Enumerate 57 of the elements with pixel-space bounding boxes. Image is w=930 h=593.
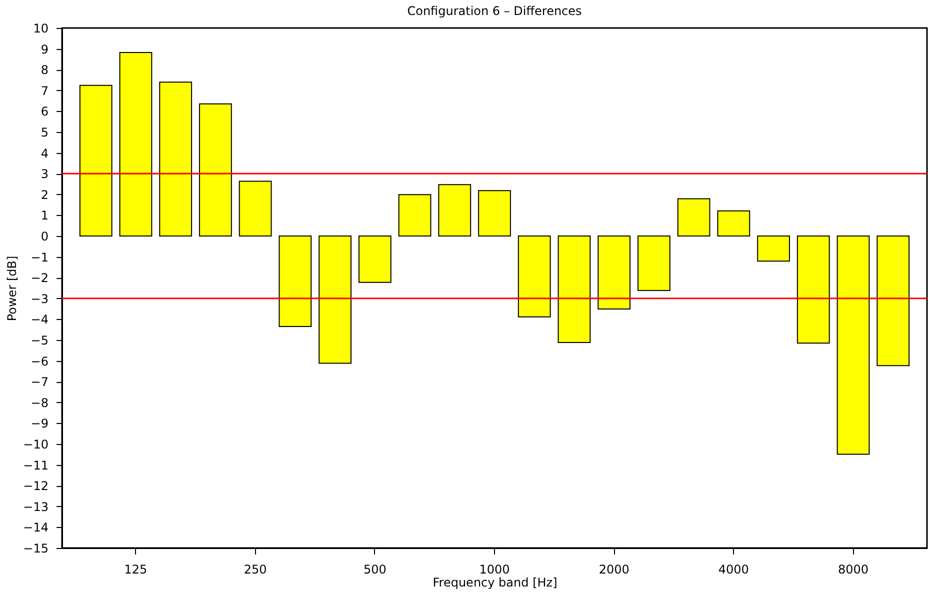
bar [836, 236, 870, 455]
y-tick-label: −15 [23, 542, 48, 556]
y-tick-label: −7 [30, 375, 48, 390]
y-tick-label: −9 [30, 416, 48, 431]
y-tick-label: −6 [30, 354, 48, 368]
x-tick-label: 1000 [479, 562, 510, 576]
bar [278, 236, 312, 327]
y-tick-label: −12 [23, 479, 48, 494]
y-tick-label: 6 [40, 104, 48, 119]
y-tick-label: 9 [40, 42, 48, 56]
y-tick-label: 5 [40, 126, 48, 140]
y-tick-label: −10 [23, 438, 48, 452]
bar [159, 82, 192, 236]
y-tick-label: −1 [30, 250, 48, 264]
bar [876, 236, 910, 366]
y-tick-label: 4 [40, 146, 48, 160]
y-tick-label: −11 [23, 458, 48, 472]
bar [677, 198, 710, 236]
y-axis-title: Power [dB] [5, 256, 20, 322]
bar [358, 236, 392, 283]
x-tick-label: 2000 [598, 562, 630, 576]
bar [238, 180, 272, 236]
bar [119, 52, 152, 236]
x-tick-label: 125 [124, 562, 148, 576]
y-tick-label: 3 [40, 167, 48, 182]
bar [79, 84, 112, 236]
bar [318, 236, 352, 364]
bar [638, 236, 670, 291]
y-tick-label: −2 [30, 271, 48, 286]
x-tick-label: 250 [244, 562, 267, 576]
chart-title: Configuration 6 – Differences [407, 4, 582, 18]
y-tick-label: 1 [40, 208, 48, 223]
y-tick-label: 0 [40, 230, 48, 244]
y-tick-label: −8 [30, 396, 48, 410]
y-tick-label: −4 [30, 312, 48, 327]
bar [717, 210, 750, 236]
x-tick-label: 8000 [838, 562, 869, 576]
y-tick-label: −5 [30, 334, 48, 348]
x-axis-title: Frequency band [Hz] [432, 576, 558, 590]
bar [199, 103, 232, 236]
bar [598, 236, 631, 310]
bar [757, 236, 790, 262]
y-tick-label: −14 [23, 520, 48, 535]
bar [558, 236, 591, 343]
bar [518, 236, 551, 318]
x-tick-label: 4000 [718, 562, 749, 576]
y-tick-label: 7 [40, 84, 48, 98]
y-tick-label: −13 [23, 500, 48, 514]
bar [398, 194, 432, 236]
y-tick-label: 8 [40, 63, 48, 78]
bar [796, 236, 830, 344]
y-tick-label: 10 [33, 22, 48, 36]
y-tick-label: −3 [30, 292, 48, 306]
x-tick-label: 500 [363, 562, 386, 576]
bar [478, 190, 511, 236]
bar [438, 184, 472, 236]
y-tick-label: 2 [40, 188, 48, 202]
